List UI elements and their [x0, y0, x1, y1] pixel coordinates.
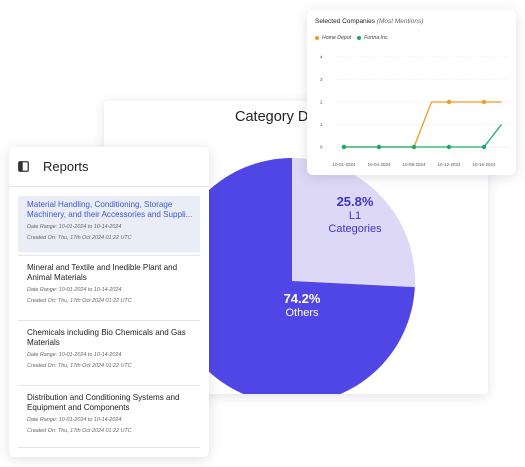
slice-label-others: 74.2% Others — [267, 291, 337, 320]
report-title: Chemicals including Bio Chemicals and Ga… — [27, 328, 186, 347]
data-point-fortna[interactable] — [481, 144, 487, 150]
report-date-range: Date Range: 10-01-2024 to 10-14-2024 — [27, 417, 122, 423]
legend-label-fortna: Fortna Inc. — [364, 35, 389, 41]
y-tick-label: 3 — [320, 77, 323, 82]
slice-pct-others: 74.2% — [283, 291, 321, 306]
data-point-home-depot[interactable] — [481, 99, 487, 105]
report-date-range: Date Range: 10-01-2024 to 10-14-2024 — [27, 224, 122, 230]
x-tick-label: 10-16-2024 — [472, 162, 496, 167]
selected-companies-card: Selected Companies (Most Mentions) Home … — [307, 10, 516, 175]
chart-legend: Home Depot Fortna Inc. — [315, 35, 395, 41]
x-tick-label: 10-01-2024 — [332, 162, 356, 167]
y-tick-label: 2 — [320, 100, 323, 105]
report-item[interactable]: Material Handling, Conditioning, Storage… — [18, 196, 200, 252]
report-title: Mineral and Textile and Inedible Plant a… — [27, 263, 178, 282]
y-tick-label: 4 — [320, 55, 323, 60]
report-title: Distribution and Conditioning Systems an… — [27, 393, 180, 412]
reports-header: Reports — [9, 147, 209, 187]
report-date-range: Date Range: 10-01-2024 to 10-14-2024 — [27, 287, 122, 293]
data-point-fortna[interactable] — [376, 144, 382, 150]
divider — [18, 385, 200, 386]
report-created-on: Created On: Thu, 17th Oct 2024 01:22 UTC — [27, 298, 132, 304]
x-tick-label: 10-04-2024 — [367, 162, 391, 167]
pie-slice-l1-categories[interactable] — [292, 158, 415, 288]
report-item[interactable]: Distribution and Conditioning Systems an… — [18, 385, 200, 451]
divider — [18, 447, 200, 448]
pie-slice-others[interactable] — [169, 158, 415, 394]
data-point-fortna[interactable] — [341, 144, 347, 150]
reports-panel: Reports Material Handling, Conditioning,… — [9, 147, 209, 457]
series-line-fortna — [344, 124, 503, 148]
reports-title: Reports — [43, 159, 89, 174]
y-tick-label: 0 — [320, 145, 323, 150]
companies-card-title: Selected Companies (Most Mentions) — [315, 18, 423, 25]
slice-name-others: Others — [285, 306, 319, 319]
companies-subtitle: (Most Mentions) — [376, 18, 424, 25]
category-pie-chart — [169, 158, 415, 394]
x-tick-label: 10-12-2024 — [437, 162, 461, 167]
slice-label-l1: 25.8% L1 Categories — [325, 194, 385, 236]
sidebar-toggle-icon[interactable] — [18, 161, 29, 172]
report-item[interactable]: Chemicals including Bio Chemicals and Ga… — [18, 320, 200, 384]
mentions-line-chart: 0 1 2 3 4 10-01-2024 10-04-2024 10-08-2024 10-12… — [320, 55, 509, 167]
divider — [18, 255, 200, 256]
legend-dot-fortna — [357, 36, 362, 40]
legend-item-home-depot[interactable]: Home Depot — [315, 35, 351, 41]
data-point-fortna[interactable] — [411, 144, 417, 150]
report-created-on: Created On: Thu, 17th Oct 2024 01:22 UTC — [27, 428, 132, 434]
legend-label-home-depot: Home Depot — [322, 35, 352, 41]
divider — [18, 320, 200, 321]
report-date-range: Date Range: 10-01-2024 to 10-14-2024 — [27, 352, 122, 358]
report-created-on: Created On: Thu, 17th Oct 2024 01:22 UTC — [27, 363, 132, 369]
slice-name-l1-line1: L1 — [348, 209, 362, 222]
report-created-on: Created On: Thu, 17th Oct 2024 01:22 UTC — [27, 235, 132, 241]
companies-title: Selected Companies — [315, 18, 375, 25]
legend-dot-home-depot — [315, 36, 319, 40]
legend-item-fortna[interactable]: Fortna Inc. — [357, 35, 389, 41]
data-point-fortna[interactable] — [446, 144, 452, 150]
x-tick-label: 10-08-2024 — [402, 162, 426, 167]
y-tick-label: 1 — [320, 122, 323, 127]
report-item[interactable]: Mineral and Textile and Inedible Plant a… — [18, 255, 200, 319]
slice-pct-l1: 25.8% — [336, 194, 374, 209]
data-point-home-depot[interactable] — [446, 99, 452, 105]
report-title: Material Handling, Conditioning, Storage… — [27, 200, 193, 219]
slice-name-l1-line2: Categories — [328, 222, 382, 235]
